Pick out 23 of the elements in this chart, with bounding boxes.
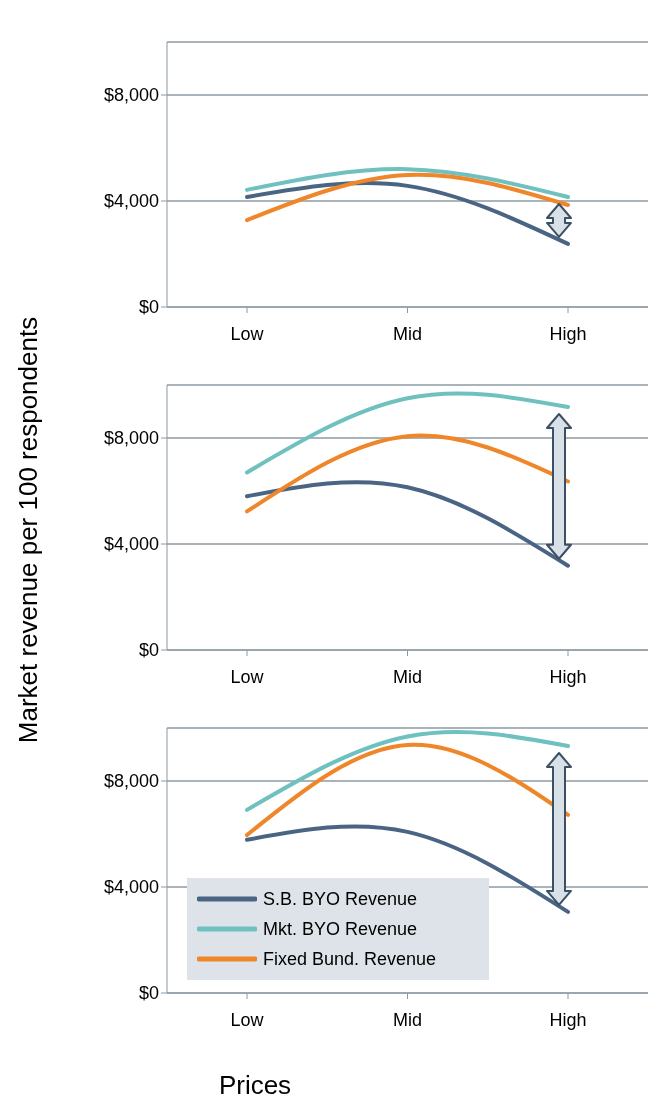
legend-label: Fixed Bund. Revenue: [263, 948, 437, 970]
legend-label: S.B. BYO Revenue: [263, 888, 418, 910]
x-tick-label: High: [549, 1009, 587, 1030]
x-tick-label: High: [549, 666, 587, 687]
x-axis-title: Prices: [218, 1069, 292, 1097]
y-tick-label: $4,000: [103, 191, 159, 212]
legend-label: Mkt. BYO Revenue: [263, 918, 418, 940]
y-tick-label: $8,000: [103, 428, 159, 449]
y-tick-label: $0: [138, 983, 159, 1004]
y-axis-title: Market revenue per 100 respondents: [12, 316, 44, 744]
y-tick-label: $8,000: [103, 771, 159, 792]
x-tick-label: Low: [230, 666, 265, 687]
x-tick-label: Mid: [392, 1009, 423, 1030]
x-tick-label: Low: [230, 323, 265, 344]
x-tick-label: Mid: [392, 323, 423, 344]
x-tick-label: High: [549, 323, 587, 344]
y-tick-label: $0: [138, 297, 159, 318]
x-tick-label: Mid: [392, 666, 423, 687]
y-tick-label: $4,000: [103, 534, 159, 555]
y-tick-label: $8,000: [103, 85, 159, 106]
x-tick-label: Low: [230, 1009, 265, 1030]
y-tick-label: $4,000: [103, 877, 159, 898]
y-tick-label: $0: [138, 640, 159, 661]
